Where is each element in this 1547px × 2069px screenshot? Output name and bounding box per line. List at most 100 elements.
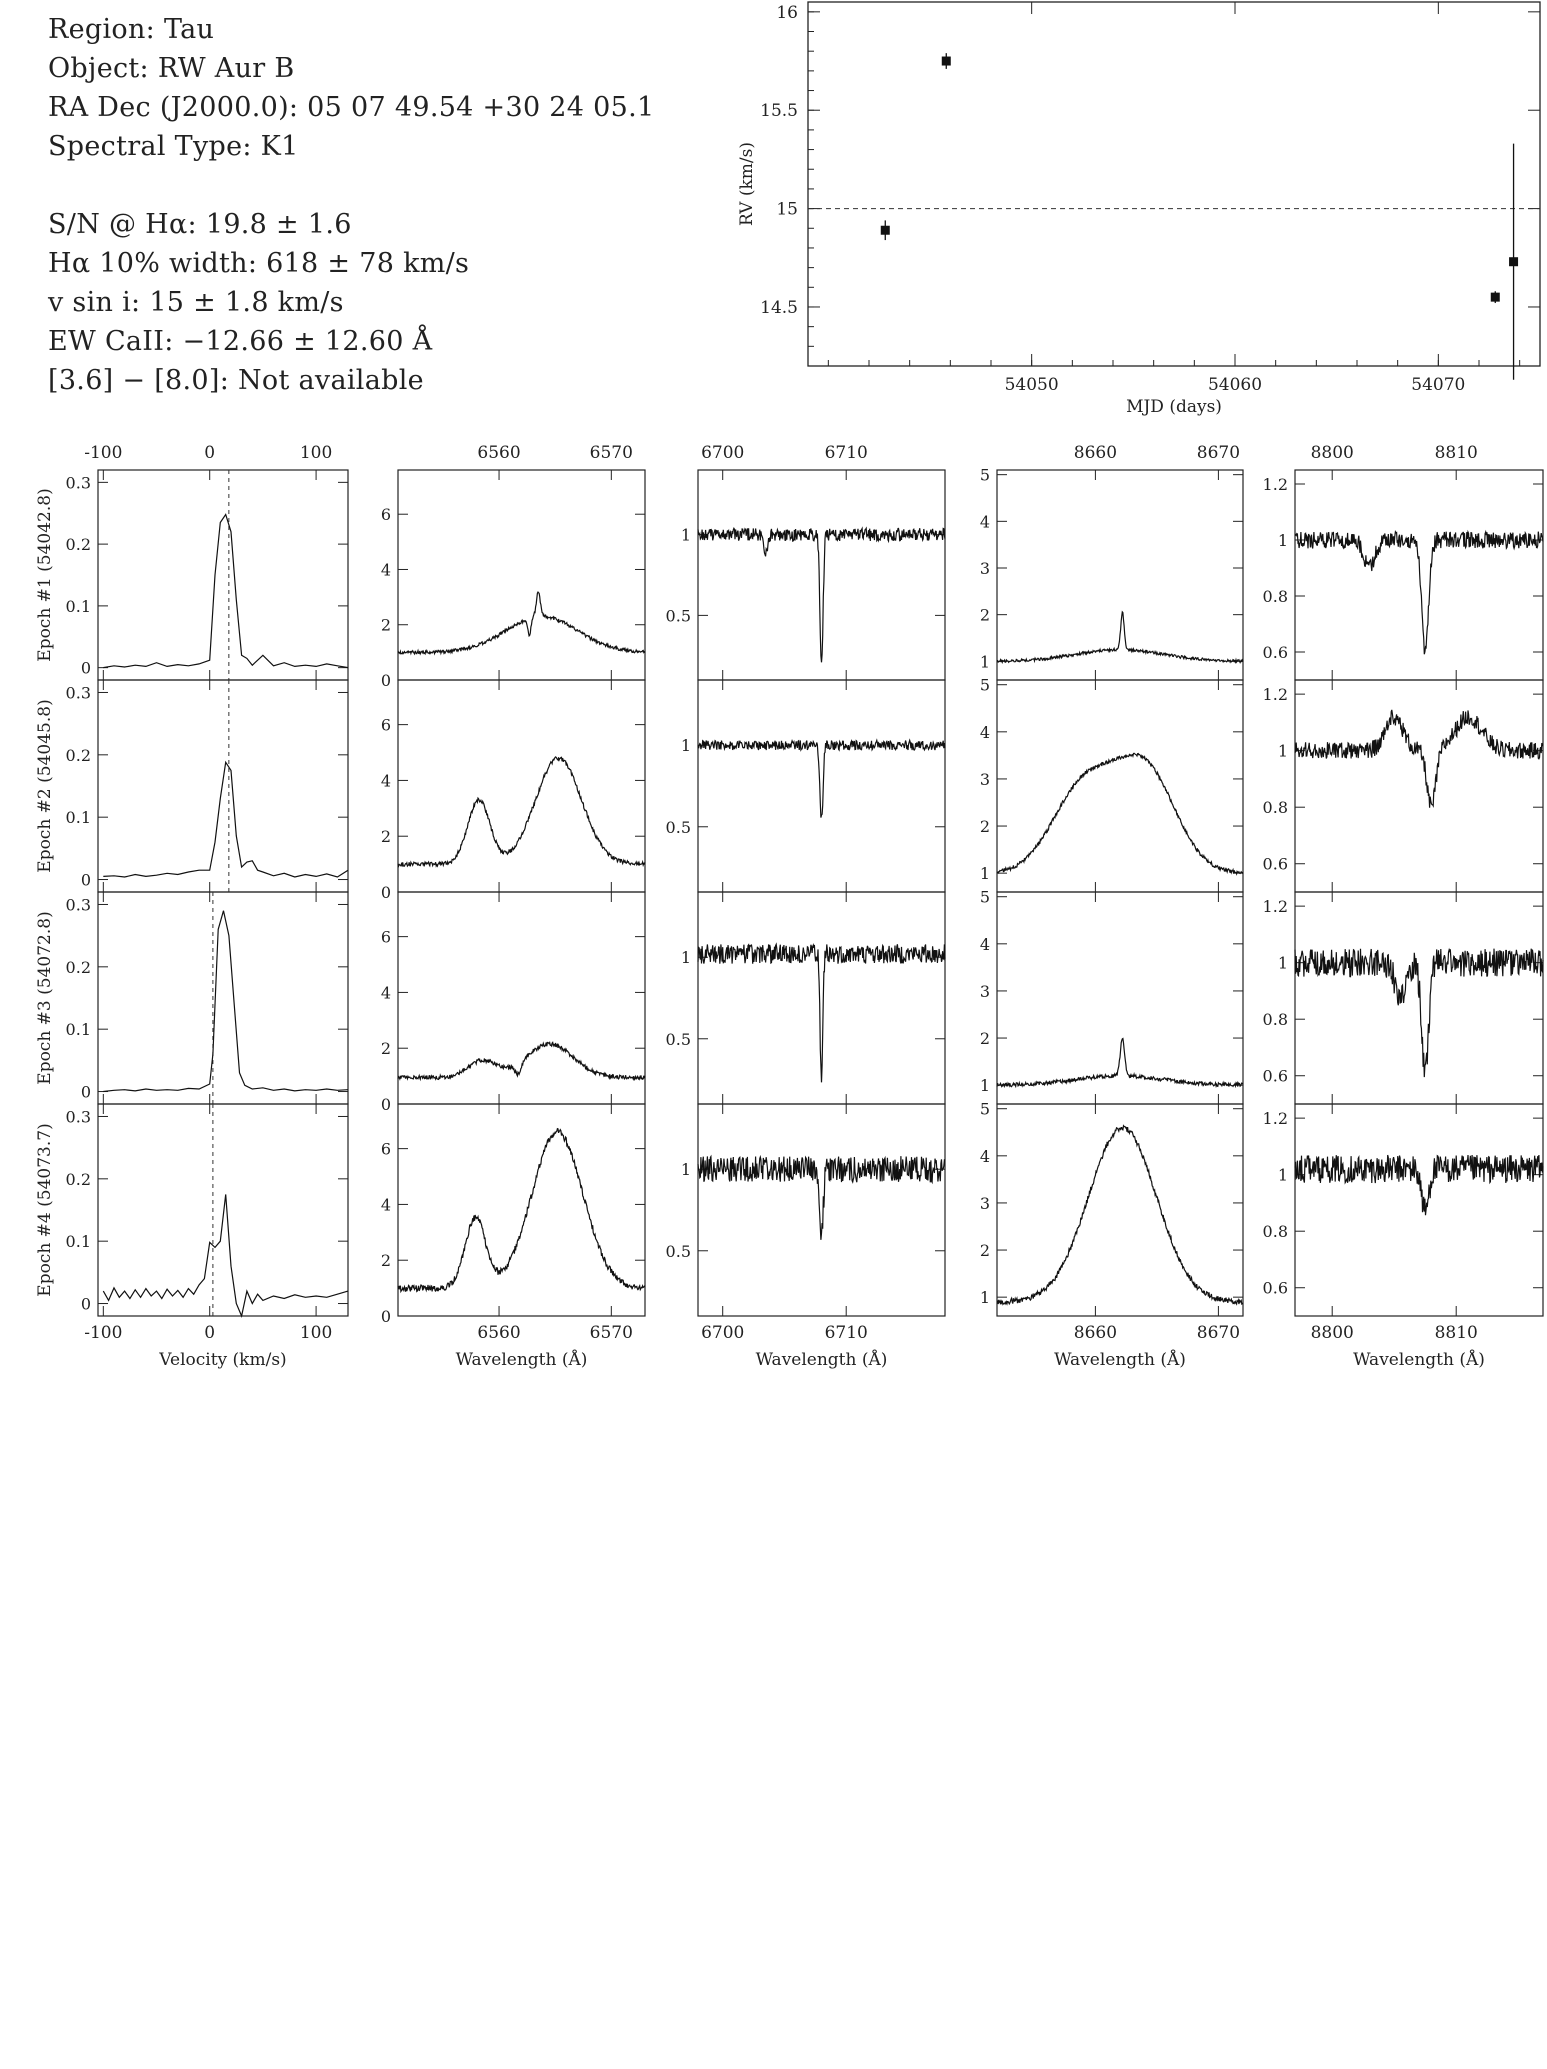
rv-x-tick-label: 54050 [1005,375,1059,395]
panel-y-tick-label: 1 [681,1160,691,1179]
panel-top-tick-label: 100 [300,443,332,463]
panel-x-axis-label: Wavelength (Å) [456,1349,588,1370]
panel-frame [397,679,646,893]
panel-y-tick-label: 0.8 [1263,587,1288,606]
region-text: Region: Tau [48,14,215,45]
panel-frame [397,1103,646,1317]
radec-text: RA Dec (J2000.0): 05 07 49.54 +30 24 05.… [48,92,655,123]
object-info-block: Region: Tau Object: RW Aur B RA Dec (J20… [48,10,748,400]
panel-y-tick-label: 0 [381,671,391,690]
panel-y-tick-label: 4 [381,1195,391,1214]
panel-frame [996,1103,1244,1317]
panel-y-tick-label: 3 [980,1194,990,1213]
panel-y-tick-label: 0.1 [66,597,91,616]
panel-frame [697,469,946,681]
spectrum-line [397,590,646,656]
panel-frame [697,679,946,893]
vsini-text: v sin i: 15 ± 1.8 km/s [48,287,344,318]
panel-y-tick-label: 6 [381,505,391,524]
panel-bottom-tick-label: 100 [300,1323,332,1343]
panel-y-tick-label: 4 [980,512,990,531]
panel-y-tick-label: 2 [980,1029,990,1048]
epoch-row-label: Epoch #4 (54073.7) [35,1123,55,1296]
panel-y-tick-label: 2 [381,616,391,635]
panel-frame [1294,1103,1544,1317]
panel-y-tick-label: 1 [1278,954,1288,973]
panel-y-tick-label: 4 [381,560,391,579]
panel-frame [97,891,349,1105]
panel-y-tick-label: 0 [381,1307,391,1326]
panel-top-tick-label: 6700 [701,443,744,463]
panel-y-tick-label: 0.8 [1263,798,1288,817]
panel-y-tick-label: 4 [381,983,391,1002]
spectrum-line [996,752,1244,876]
panel-frame [97,679,349,893]
ha-width-text: Hα 10% width: 618 ± 78 km/s [48,248,470,279]
panel-y-tick-label: 0.1 [66,808,91,827]
epoch-row-label: Epoch #3 (54072.8) [35,911,55,1084]
rv-data-point [1490,292,1500,302]
spectrum-line [996,610,1244,665]
panel-bottom-tick-label: 8660 [1074,1323,1117,1343]
panel-y-tick-label: 3 [980,982,990,1001]
panel-bottom-tick-label: 6700 [701,1323,744,1343]
panel-y-tick-label: 4 [980,1147,990,1166]
panel-top-tick-label: 0 [204,443,215,463]
panel-y-tick-label: 4 [381,771,391,790]
spectrum-line [1294,709,1544,808]
panel-top-tick-label: 8810 [1435,443,1478,463]
panel-y-tick-label: 1 [1278,742,1288,761]
panel-y-tick-label: 0.1 [66,1232,91,1251]
panel-y-tick-label: 0.3 [66,473,91,492]
panel-y-tick-label: 1 [980,864,990,883]
epoch-row-label: Epoch #2 (54045.8) [35,699,55,872]
panel-frame [697,1103,946,1317]
panel-y-tick-label: 5 [980,888,990,907]
spectrum-line [1294,947,1544,1078]
panel-y-tick-label: 0.2 [66,535,91,554]
panel-frame [996,891,1244,1105]
panel-frame [397,469,646,681]
panel-y-tick-label: 2 [381,1039,391,1058]
spectrum-line [697,738,946,818]
panel-y-tick-label: 0.6 [1263,1067,1288,1086]
panel-top-tick-label: 6710 [825,443,868,463]
panel-frame [996,469,1244,681]
panel-bottom-tick-label: 6560 [477,1323,520,1343]
panel-frame [1294,679,1544,893]
panel-top-tick-label: 6560 [477,443,520,463]
panel-y-tick-label: 0.2 [66,746,91,765]
panel-x-axis-label: Wavelength (Å) [756,1349,888,1370]
rv-y-axis-label: RV (km/s) [737,142,757,226]
panel-y-tick-label: 0.1 [66,1020,91,1039]
spectrum-line [1294,1154,1544,1216]
panel-frame [97,1103,349,1317]
panel-y-tick-label: 0.8 [1263,1222,1288,1241]
spectrum-line [397,756,646,868]
panel-y-tick-label: 5 [980,1100,990,1119]
panel-frame [1294,469,1544,681]
panel-y-tick-label: 1 [1278,1166,1288,1185]
panel-top-tick-label: 8670 [1197,443,1240,463]
panel-top-tick-label: 8660 [1074,443,1117,463]
panel-y-tick-label: 0.2 [66,1170,91,1189]
rv-data-point [880,225,890,235]
rv-data-point [1509,257,1519,267]
rv-x-axis-label: MJD (days) [1126,397,1222,417]
panel-y-tick-label: 0 [81,871,91,890]
spectrum-line [102,1194,349,1318]
panel-frame [397,891,646,1105]
panel-y-tick-label: 2 [980,606,990,625]
panel-y-tick-label: 0 [81,1083,91,1102]
panel-y-tick-label: 0.6 [1263,855,1288,874]
panel-y-tick-label: 6 [381,716,391,735]
panel-y-tick-label: 0.5 [666,1242,691,1261]
panel-y-tick-label: 0.5 [666,1030,691,1049]
panel-y-tick-label: 4 [980,935,990,954]
epoch-row-label: Epoch #1 (54042.8) [35,488,55,661]
spectrum-line [996,1037,1244,1089]
panel-y-tick-label: 0.3 [66,683,91,702]
rv-data-point [941,56,951,66]
panel-bottom-tick-label: -100 [84,1323,122,1343]
